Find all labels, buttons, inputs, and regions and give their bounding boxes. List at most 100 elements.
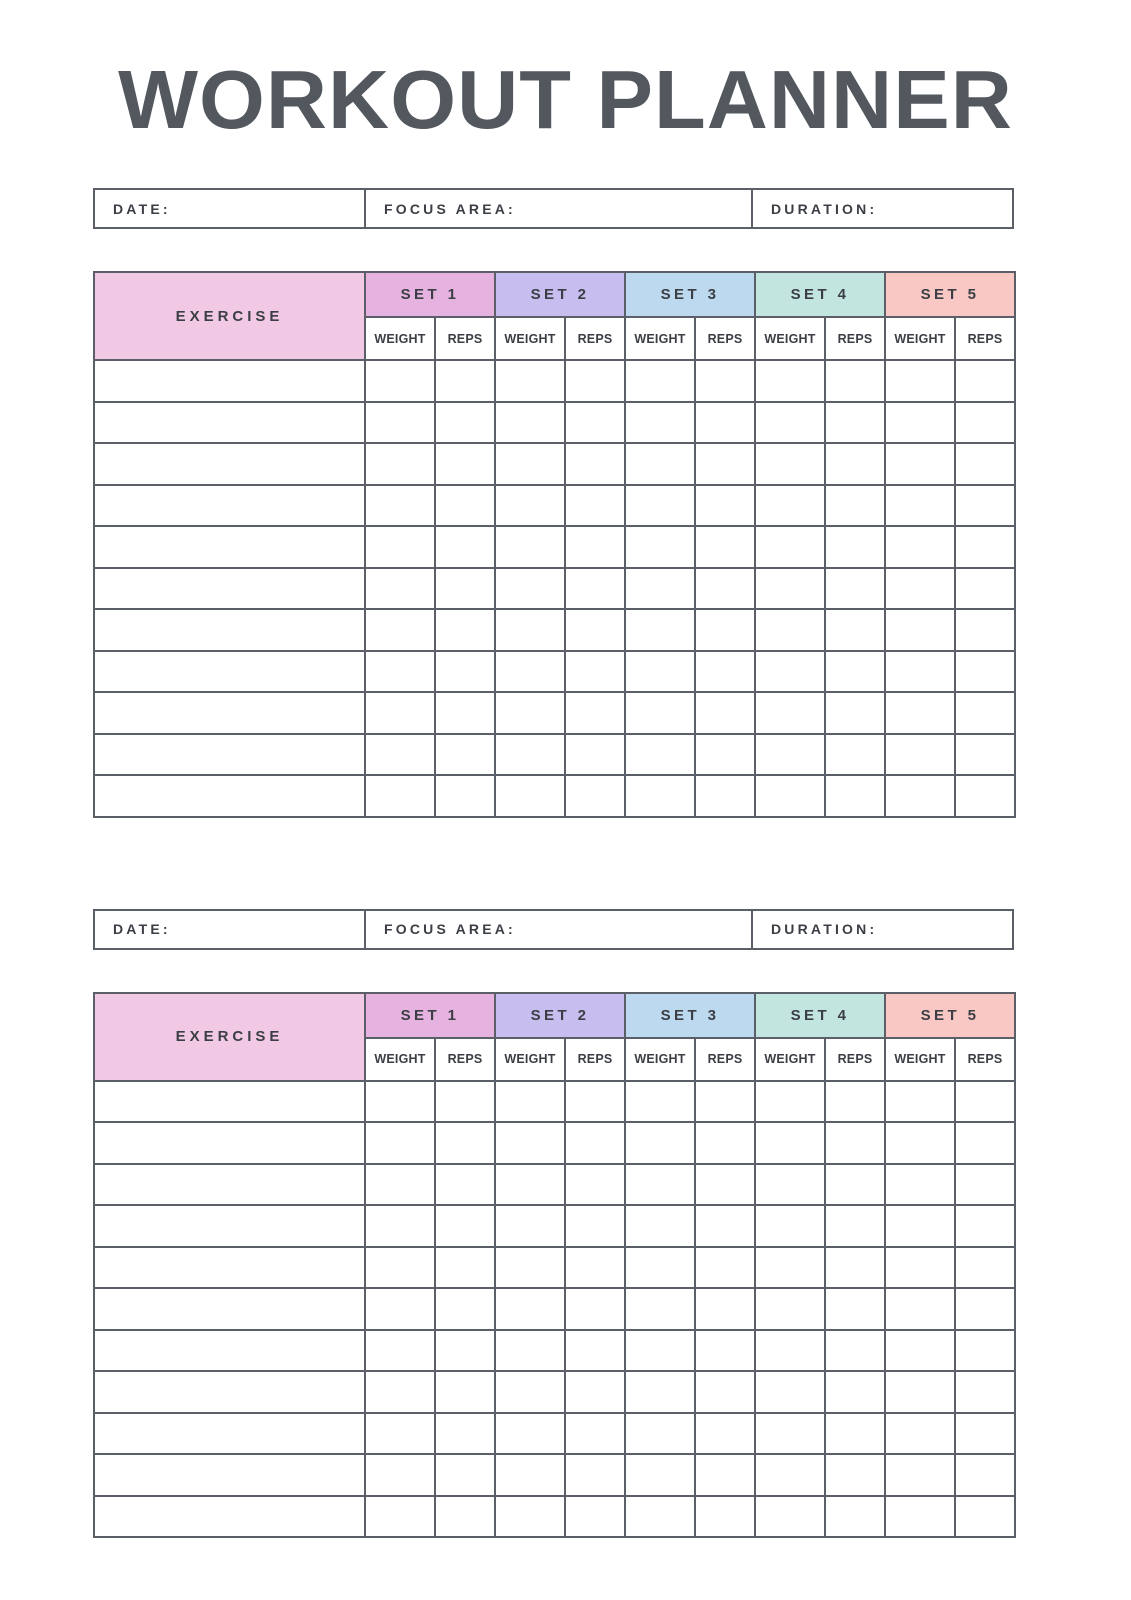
weight-cell-set3[interactable] [624, 691, 696, 735]
weight-cell-set4[interactable] [754, 1204, 826, 1248]
weight-cell-set1[interactable] [364, 1245, 436, 1289]
weight-cell-set3[interactable] [624, 1079, 696, 1123]
weight-cell-set1[interactable] [364, 691, 436, 735]
reps-cell-set5[interactable] [954, 525, 1016, 569]
reps-cell-set1[interactable] [434, 483, 496, 527]
weight-cell-set1[interactable] [364, 732, 436, 776]
reps-cell-set5[interactable] [954, 691, 1016, 735]
reps-cell-set3[interactable] [694, 566, 756, 610]
weight-cell-set3[interactable] [624, 1411, 696, 1455]
exercise-cell[interactable] [93, 400, 366, 444]
weight-cell-set4[interactable] [754, 1079, 826, 1123]
reps-cell-set3[interactable] [694, 1121, 756, 1165]
table-row[interactable] [93, 1494, 1016, 1538]
reps-cell-set3[interactable] [694, 1494, 756, 1538]
weight-cell-set5[interactable] [884, 442, 956, 486]
reps-cell-set5[interactable] [954, 566, 1016, 610]
reps-cell-set3[interactable] [694, 442, 756, 486]
reps-cell-set1[interactable] [434, 400, 496, 444]
weight-cell-set1[interactable] [364, 1162, 436, 1206]
exercise-cell[interactable] [93, 1411, 366, 1455]
weight-cell-set2[interactable] [494, 483, 566, 527]
reps-cell-set1[interactable] [434, 608, 496, 652]
weight-cell-set4[interactable] [754, 774, 826, 818]
weight-cell-set5[interactable] [884, 649, 956, 693]
weight-cell-set4[interactable] [754, 1453, 826, 1497]
weight-cell-set1[interactable] [364, 1121, 436, 1165]
reps-cell-set5[interactable] [954, 732, 1016, 776]
exercise-cell[interactable] [93, 442, 366, 486]
reps-cell-set5[interactable] [954, 1494, 1016, 1538]
reps-cell-set2[interactable] [564, 400, 626, 444]
reps-cell-set4[interactable] [824, 649, 886, 693]
weight-cell-set4[interactable] [754, 608, 826, 652]
exercise-cell[interactable] [93, 1453, 366, 1497]
weight-cell-set3[interactable] [624, 1287, 696, 1331]
reps-cell-set2[interactable] [564, 1287, 626, 1331]
weight-cell-set2[interactable] [494, 1370, 566, 1414]
weight-cell-set5[interactable] [884, 1453, 956, 1497]
weight-cell-set3[interactable] [624, 649, 696, 693]
reps-cell-set3[interactable] [694, 1204, 756, 1248]
table-row[interactable] [93, 525, 1016, 569]
weight-cell-set4[interactable] [754, 1411, 826, 1455]
table-row[interactable] [93, 1079, 1016, 1123]
reps-cell-set5[interactable] [954, 774, 1016, 818]
reps-cell-set1[interactable] [434, 1204, 496, 1248]
weight-cell-set3[interactable] [624, 1245, 696, 1289]
reps-cell-set5[interactable] [954, 1121, 1016, 1165]
reps-cell-set2[interactable] [564, 1494, 626, 1538]
reps-cell-set5[interactable] [954, 1162, 1016, 1206]
reps-cell-set3[interactable] [694, 774, 756, 818]
reps-cell-set5[interactable] [954, 1453, 1016, 1497]
exercise-cell[interactable] [93, 359, 366, 403]
weight-cell-set5[interactable] [884, 1079, 956, 1123]
weight-cell-set2[interactable] [494, 732, 566, 776]
weight-cell-set5[interactable] [884, 1494, 956, 1538]
weight-cell-set5[interactable] [884, 691, 956, 735]
weight-cell-set3[interactable] [624, 566, 696, 610]
weight-cell-set2[interactable] [494, 1121, 566, 1165]
reps-cell-set5[interactable] [954, 442, 1016, 486]
weight-cell-set4[interactable] [754, 1287, 826, 1331]
table-row[interactable] [93, 732, 1016, 776]
weight-cell-set1[interactable] [364, 774, 436, 818]
weight-cell-set1[interactable] [364, 442, 436, 486]
reps-cell-set4[interactable] [824, 1494, 886, 1538]
reps-cell-set4[interactable] [824, 1287, 886, 1331]
weight-cell-set3[interactable] [624, 483, 696, 527]
reps-cell-set2[interactable] [564, 1411, 626, 1455]
weight-cell-set5[interactable] [884, 1245, 956, 1289]
reps-cell-set2[interactable] [564, 1079, 626, 1123]
reps-cell-set3[interactable] [694, 691, 756, 735]
reps-cell-set2[interactable] [564, 1204, 626, 1248]
exercise-cell[interactable] [93, 1162, 366, 1206]
reps-cell-set2[interactable] [564, 359, 626, 403]
weight-cell-set1[interactable] [364, 525, 436, 569]
weight-cell-set4[interactable] [754, 691, 826, 735]
weight-cell-set2[interactable] [494, 649, 566, 693]
table-row[interactable] [93, 1411, 1016, 1455]
reps-cell-set5[interactable] [954, 359, 1016, 403]
weight-cell-set1[interactable] [364, 1411, 436, 1455]
weight-cell-set5[interactable] [884, 774, 956, 818]
weight-cell-set4[interactable] [754, 1370, 826, 1414]
reps-cell-set1[interactable] [434, 442, 496, 486]
weight-cell-set2[interactable] [494, 1287, 566, 1331]
reps-cell-set4[interactable] [824, 1411, 886, 1455]
weight-cell-set3[interactable] [624, 1494, 696, 1538]
exercise-cell[interactable] [93, 566, 366, 610]
reps-cell-set4[interactable] [824, 1162, 886, 1206]
reps-cell-set1[interactable] [434, 774, 496, 818]
weight-cell-set2[interactable] [494, 1162, 566, 1206]
table-row[interactable] [93, 442, 1016, 486]
weight-cell-set1[interactable] [364, 400, 436, 444]
duration-field-2[interactable]: DURATION: [753, 911, 1012, 948]
reps-cell-set1[interactable] [434, 732, 496, 776]
weight-cell-set3[interactable] [624, 1453, 696, 1497]
weight-cell-set1[interactable] [364, 608, 436, 652]
weight-cell-set5[interactable] [884, 483, 956, 527]
focus-area-field-1[interactable]: FOCUS AREA: [366, 190, 753, 227]
reps-cell-set4[interactable] [824, 400, 886, 444]
weight-cell-set5[interactable] [884, 1121, 956, 1165]
